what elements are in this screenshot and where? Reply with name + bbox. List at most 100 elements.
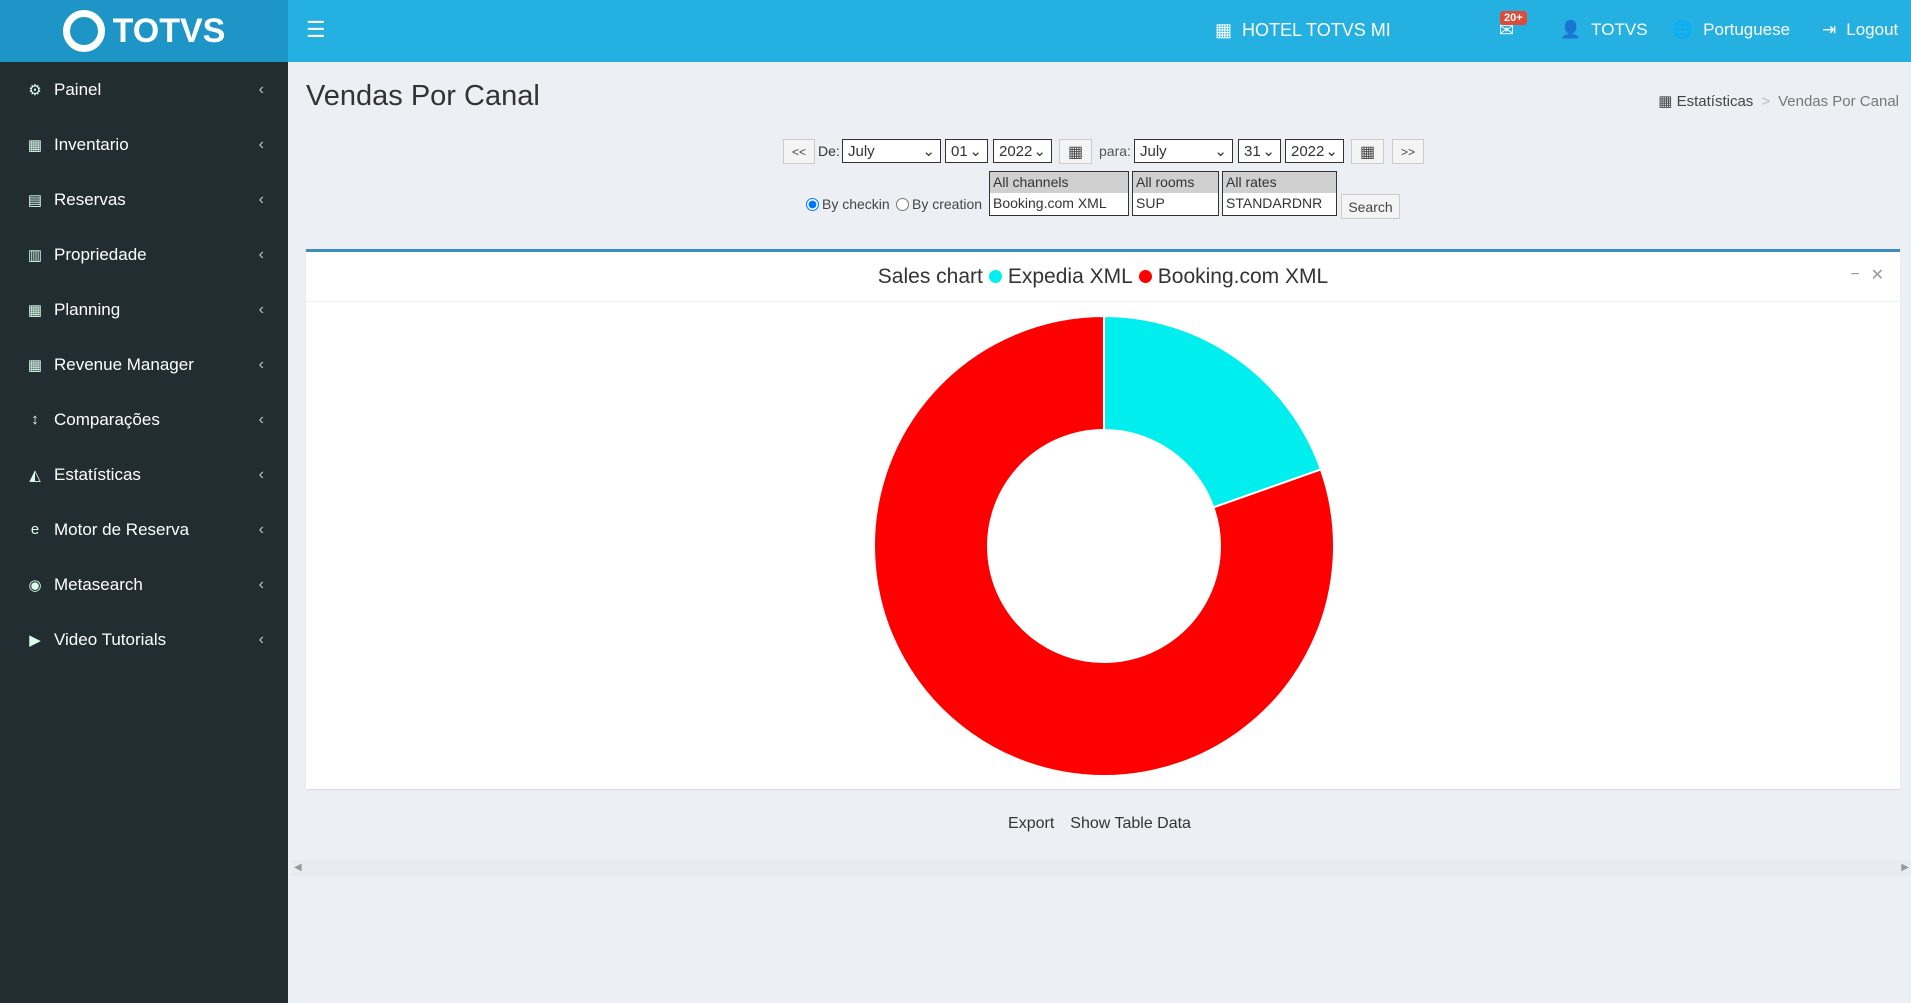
chevron-left-icon: ‹ [258, 630, 264, 648]
chevron-left-icon: ‹ [258, 245, 264, 263]
sidebar-item-label: Painel [54, 79, 102, 99]
from-day-select[interactable]: 01 ⌄ [945, 139, 988, 163]
rate-option[interactable]: STANDARDNR [1226, 195, 1323, 211]
logout-label: Logout [1846, 20, 1899, 39]
from-year-value: 2022 [999, 142, 1033, 160]
legend-marker-booking [1138, 270, 1152, 283]
sidebar-item-label: Reservas [54, 189, 126, 209]
by-creation-radio[interactable] [896, 197, 909, 211]
to-month-select[interactable]: July ⌄ [1134, 139, 1233, 163]
chevron-left-icon: ‹ [258, 520, 264, 538]
sidebar-item[interactable]: ◭ Estatísticas ‹ [0, 447, 288, 502]
chevron-left-icon: ‹ [258, 410, 264, 428]
user-menu[interactable]: 👤 TOTVS [1560, 20, 1648, 40]
channel-option[interactable]: Booking.com XML [993, 195, 1107, 211]
close-icon[interactable]: ✕ [1870, 267, 1884, 284]
by-creation-label: By creation [912, 196, 983, 212]
to-day-value: 31 [1244, 142, 1261, 160]
chevron-down-icon: ⌄ [1262, 143, 1275, 160]
chevron-down-icon: ⌄ [1325, 143, 1338, 160]
pie-slice-expedia-xml[interactable] [1103, 314, 1323, 509]
sidebar-item[interactable]: ▦ Planning ‹ [0, 282, 288, 337]
top-header: ☰ ▦ HOTEL TOTVS MI ✉ 20+ 👤 TOTVS 🌐 Portugue… [288, 0, 1911, 62]
breadcrumb-current: Vendas Por Canal [1778, 93, 1899, 110]
by-checkin-option[interactable]: By checkin [806, 196, 890, 212]
hotel-name[interactable]: ▦ HOTEL TOTVS MI [1215, 20, 1391, 41]
sidebar-item[interactable]: ◉ Metasearch ‹ [0, 557, 288, 612]
legend-booking: Booking.com XML [1157, 264, 1329, 288]
by-checkin-label: By checkin [822, 196, 890, 212]
sidebar-item[interactable]: ↕ Comparações ‹ [0, 392, 288, 447]
sidebar-item-label: Estatísticas [54, 464, 141, 484]
sidebar-item[interactable]: ▥ Propriedade ‹ [0, 227, 288, 282]
channels-listbox[interactable]: All channels Booking.com XML [989, 171, 1129, 216]
pie-slice-booking-com-xml[interactable] [873, 314, 1335, 777]
sidebar-item[interactable]: ▦ Revenue Manager ‹ [0, 337, 288, 392]
room-option[interactable]: All rooms [1133, 172, 1218, 193]
chevron-left-icon: ‹ [258, 575, 264, 593]
next-period-button[interactable]: >> [1392, 139, 1424, 164]
rates-listbox[interactable]: All rates STANDARDNR [1222, 171, 1337, 216]
sign-out-icon: ⇥ [1822, 20, 1837, 39]
sidebar-item-label: Revenue Manager [54, 354, 194, 374]
chart-header: Sales chart Expedia XML Booking.com XML … [306, 252, 1900, 302]
channel-option[interactable]: All channels [990, 172, 1128, 193]
area-chart-icon: ◭ [29, 466, 41, 484]
breadcrumb: ▦ Estatísticas > Vendas Por Canal [1658, 92, 1899, 110]
chevron-down-icon: ⌄ [922, 143, 935, 160]
from-label: De: [818, 143, 840, 159]
sidebar-item[interactable]: ▦ Inventario ‹ [0, 117, 288, 172]
prev-period-button[interactable]: << [783, 139, 815, 164]
sidebar-item[interactable]: ⚙ Painel ‹ [0, 62, 288, 117]
calendar-icon: ▦ [27, 301, 43, 319]
hotel-label: HOTEL TOTVS MI [1242, 20, 1391, 40]
chevron-left-icon: ‹ [258, 465, 264, 483]
chevron-down-icon: ⌄ [969, 143, 982, 160]
search-button[interactable]: Search [1341, 194, 1400, 219]
to-day-select[interactable]: 31 ⌄ [1238, 139, 1281, 163]
from-year-select[interactable]: 2022 ⌄ [993, 139, 1052, 163]
sidebar-item[interactable]: ▤ Reservas ‹ [0, 172, 288, 227]
horizontal-scrollbar[interactable]: ◀ ▶ [292, 860, 1911, 876]
menu-toggle-icon[interactable]: ☰ [306, 17, 326, 42]
to-year-select[interactable]: 2022 ⌄ [1285, 139, 1344, 163]
book-icon: ▤ [27, 191, 43, 209]
breadcrumb-separator: > [1761, 93, 1771, 110]
language-menu[interactable]: 🌐 Portuguese [1672, 20, 1790, 40]
export-link[interactable]: Export [1008, 815, 1055, 832]
messages-button[interactable]: ✉ [1499, 20, 1514, 41]
building-icon: ▦ [1658, 93, 1677, 110]
show-table-data-link[interactable]: Show Table Data [1070, 815, 1191, 832]
by-checkin-radio[interactable] [806, 197, 819, 211]
sales-chart-box: Sales chart Expedia XML Booking.com XML … [306, 249, 1900, 789]
to-year-value: 2022 [1291, 142, 1325, 160]
breadcrumb-estatisticas[interactable]: Estatísticas [1676, 93, 1754, 110]
totvs-logo-icon [62, 10, 105, 52]
chrome-icon: ◉ [28, 576, 42, 594]
rate-option[interactable]: All rates [1223, 172, 1336, 193]
chart-title: Sales chart [877, 264, 983, 288]
room-option[interactable]: SUP [1136, 195, 1165, 211]
logout-button[interactable]: ⇥ Logout [1822, 20, 1898, 40]
building-icon: ▦ [1215, 20, 1233, 40]
from-month-select[interactable]: July ⌄ [842, 139, 941, 163]
sidebar-item[interactable]: ▶ Video Tutorials ‹ [0, 612, 288, 667]
chevron-left-icon: ‹ [258, 80, 264, 98]
to-calendar-icon[interactable]: ▦ [1351, 139, 1384, 164]
legend-expedia: Expedia XML [1007, 264, 1133, 288]
sidebar-item-label: Propriedade [54, 244, 147, 264]
chevron-left-icon: ‹ [258, 300, 264, 318]
gear-icon: ⚙ [28, 81, 42, 99]
sidebar-item-label: Metasearch [54, 574, 143, 594]
chevron-down-icon: ⌄ [1033, 143, 1046, 160]
sidebar-item-label: Comparações [54, 409, 160, 429]
to-label: para: [1099, 143, 1131, 159]
language-label: Portuguese [1703, 20, 1791, 39]
sidebar-item[interactable]: e Motor de Reserva ‹ [0, 502, 288, 557]
page-title: Vendas Por Canal [306, 80, 540, 112]
minimize-icon[interactable]: − [1850, 266, 1860, 283]
from-calendar-icon[interactable]: ▦ [1059, 139, 1092, 164]
by-creation-option[interactable]: By creation [896, 196, 982, 212]
logo[interactable]: TOTVS [0, 0, 288, 62]
rooms-listbox[interactable]: All rooms SUP [1132, 171, 1219, 216]
